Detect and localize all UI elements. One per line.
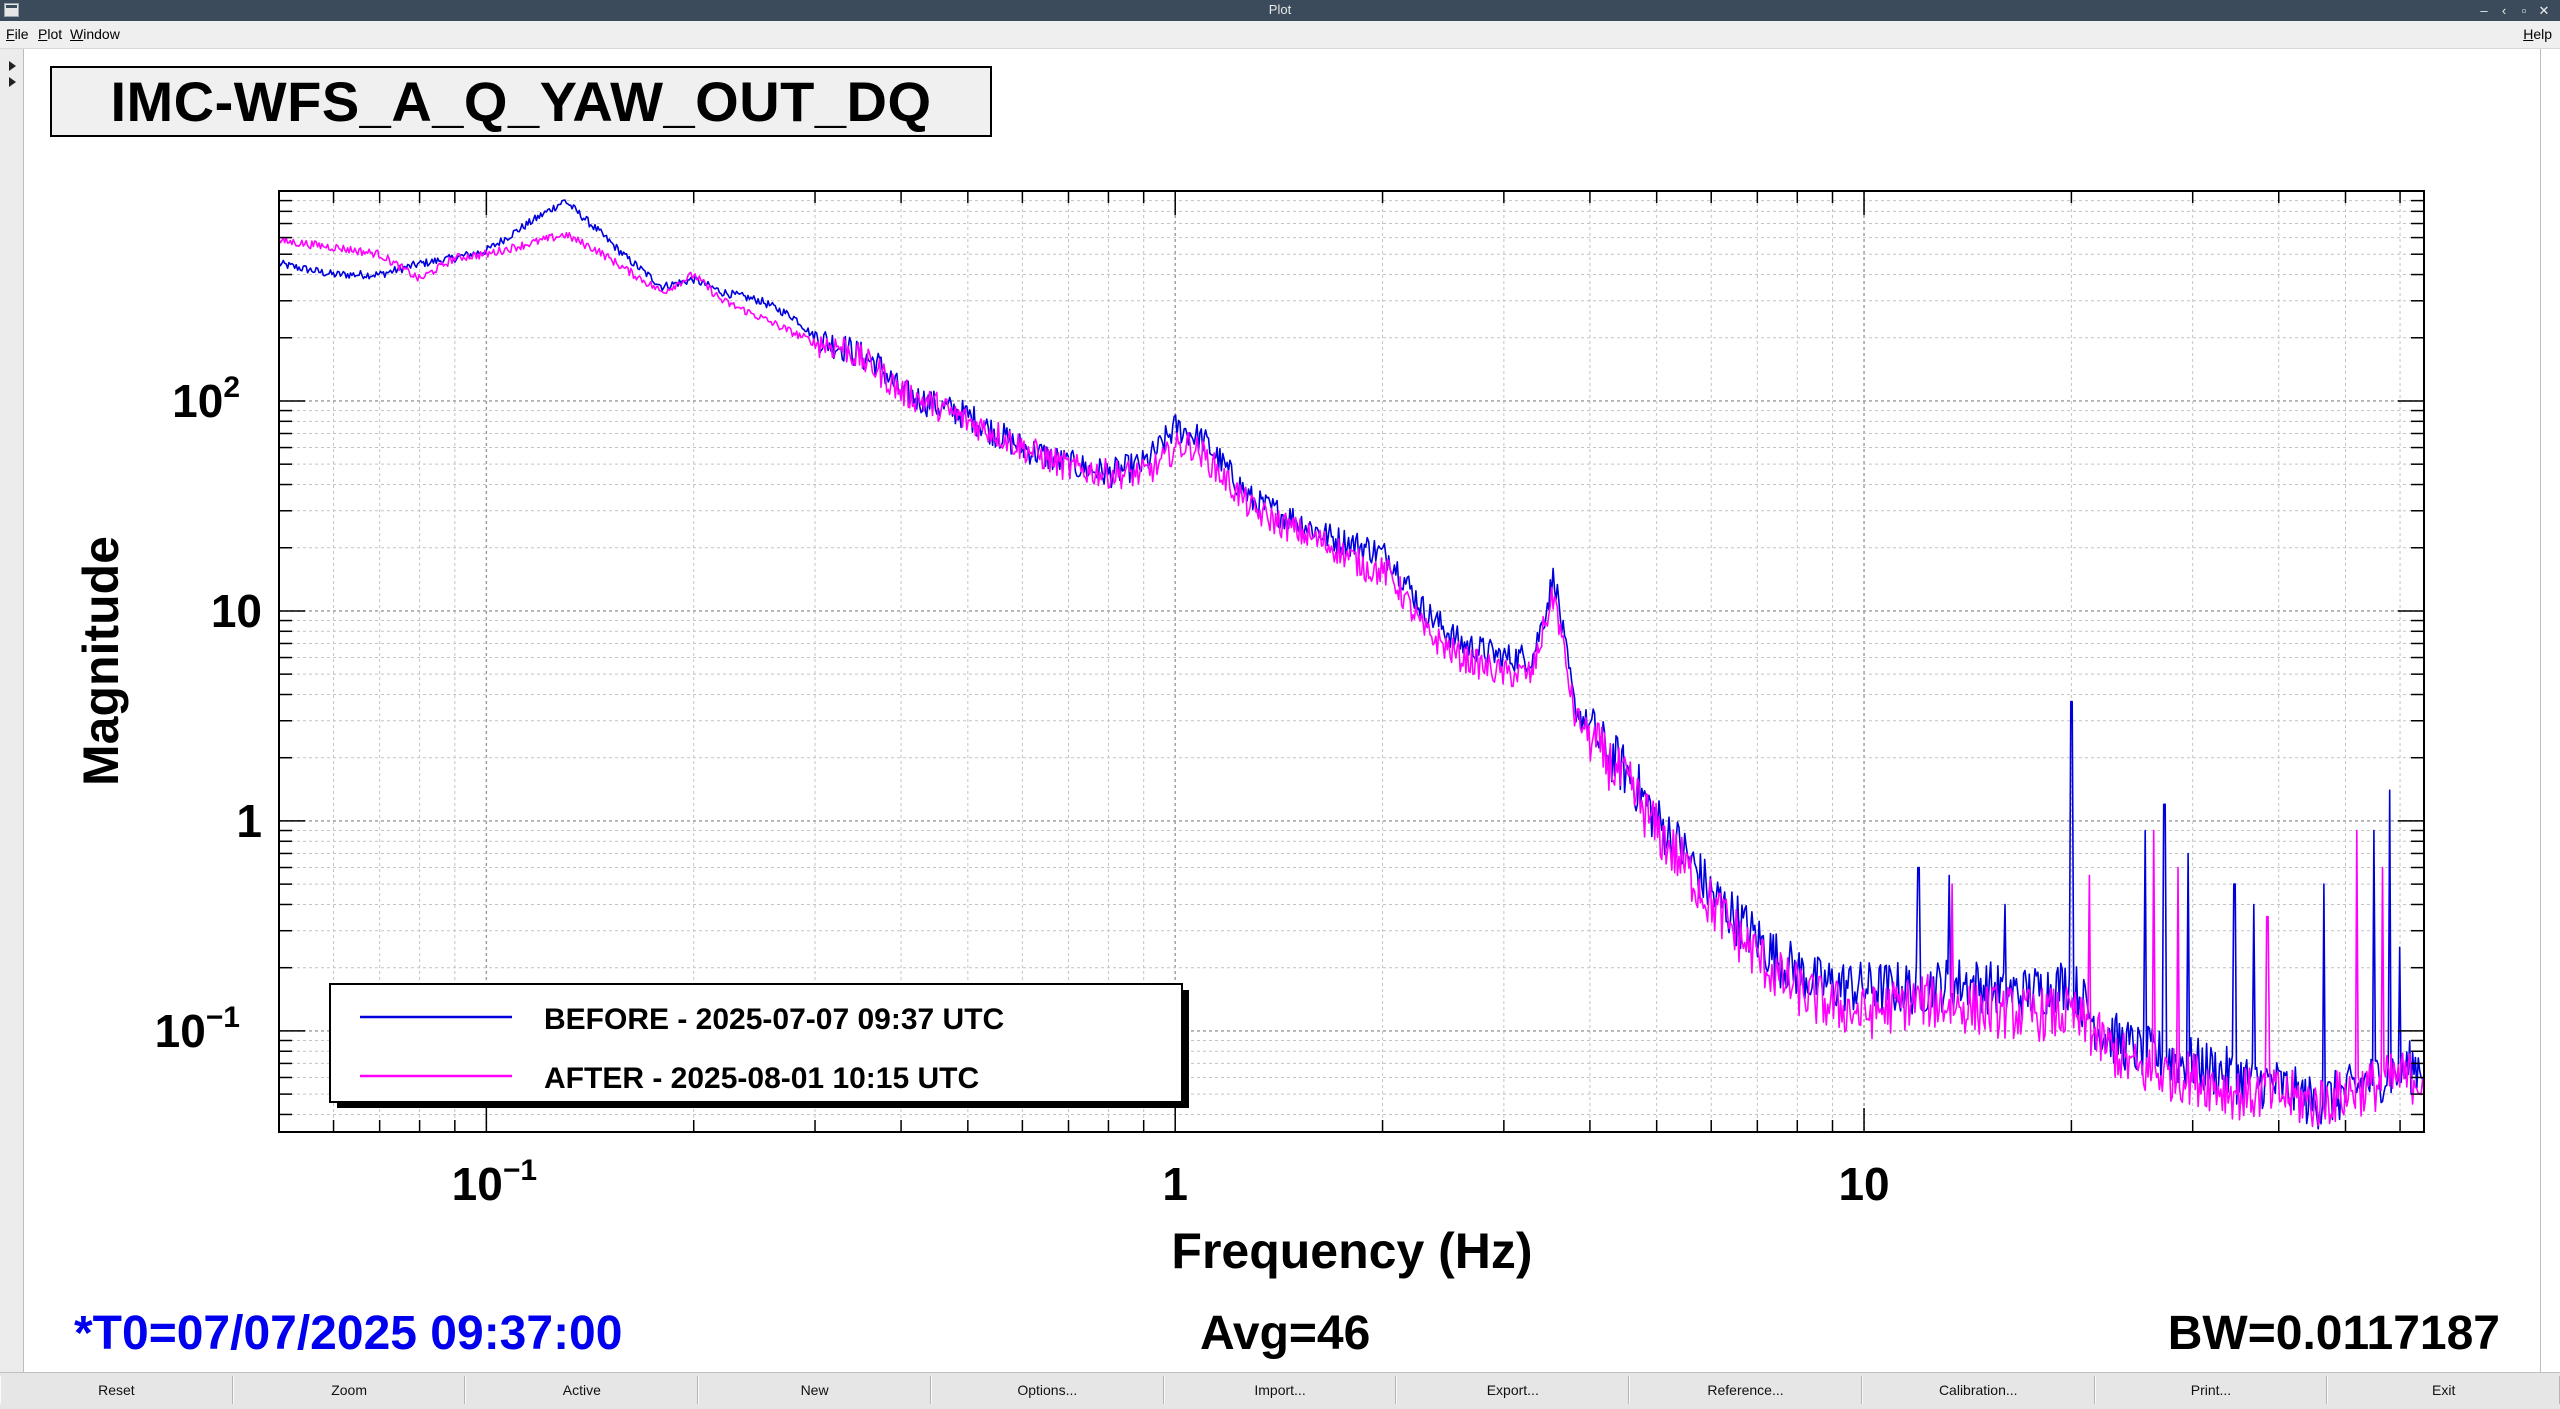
y-tick-label: 102 xyxy=(172,371,240,427)
app-window-icon xyxy=(4,3,19,17)
minimize-icon[interactable]: ‒ xyxy=(2480,3,2488,18)
ticks-layer xyxy=(278,191,2424,1132)
y-tick-labels: 102 10 1 10−1 xyxy=(155,371,262,1057)
reset-button[interactable]: Reset xyxy=(0,1376,233,1404)
spectrum-chart[interactable]: 10−1 1 10 102 10 1 10−1 Frequency (Hz) Magnit… xyxy=(0,0,2540,1372)
reference-button[interactable]: Reference... xyxy=(1629,1376,1862,1404)
y-axis-label: Magnitude xyxy=(73,536,129,786)
expand-panel-arrow-icon[interactable] xyxy=(9,61,16,71)
vertical-scrollbar[interactable] xyxy=(2540,49,2560,1372)
start-time-readout: *T0=07/07/2025 09:37:00 xyxy=(74,1307,623,1360)
side-panel-strip xyxy=(0,49,24,1372)
export-button[interactable]: Export... xyxy=(1396,1376,1630,1404)
series-layer xyxy=(278,199,2425,1130)
window-title: Plot xyxy=(1268,2,1292,17)
zoom-button[interactable]: Zoom xyxy=(232,1376,466,1404)
collapse-panel-arrow-icon[interactable] xyxy=(9,77,16,87)
menu-plot[interactable]: Plot xyxy=(38,26,63,42)
series-after-line xyxy=(278,231,2425,1128)
grid-layer xyxy=(278,191,2424,1132)
x-tick-labels: 10−1 1 10 xyxy=(452,1154,1890,1210)
menu-help[interactable]: Help xyxy=(2523,26,2552,42)
x-tick-label: 10 xyxy=(1838,1158,1889,1210)
close-icon[interactable]: ✕ xyxy=(2538,3,2550,18)
legend-label-before: BEFORE - 2025-07-07 09:37 UTC xyxy=(544,1003,1004,1036)
window-titlebar: Plot ‒ ‹ ▫ ✕ xyxy=(0,0,2560,21)
legend: BEFORE - 2025-07-07 09:37 UTC AFTER - 20… xyxy=(329,983,1189,1108)
menu-bar: File Plot Window Help xyxy=(0,21,2560,49)
bandwidth-readout: BW=0.0117187 xyxy=(2167,1307,2500,1360)
menu-window[interactable]: Window xyxy=(70,26,120,42)
new-button[interactable]: New xyxy=(698,1376,931,1404)
averages-readout: Avg=46 xyxy=(1200,1307,1371,1360)
import-button[interactable]: Import... xyxy=(1163,1376,1397,1404)
print-button[interactable]: Print... xyxy=(2094,1376,2328,1404)
menu-file[interactable]: File xyxy=(6,26,29,42)
y-tick-label: 10−1 xyxy=(155,1001,240,1057)
exit-button[interactable]: Exit xyxy=(2327,1376,2560,1404)
restore-icon[interactable]: ‹ xyxy=(2501,3,2507,18)
x-tick-label: 1 xyxy=(1162,1158,1188,1210)
options-button[interactable]: Options... xyxy=(930,1376,1164,1404)
calibration-button[interactable]: Calibration... xyxy=(1861,1376,2095,1404)
x-axis-label: Frequency (Hz) xyxy=(1171,1223,1532,1279)
maximize-icon[interactable]: ▫ xyxy=(2521,3,2527,18)
x-tick-label: 10−1 xyxy=(452,1154,537,1210)
y-tick-label: 1 xyxy=(236,795,262,847)
legend-label-after: AFTER - 2025-08-01 10:15 UTC xyxy=(544,1062,979,1095)
legend-box xyxy=(329,983,1183,1103)
active-button[interactable]: Active xyxy=(465,1376,699,1404)
y-tick-label: 10 xyxy=(211,585,262,637)
button-bar: Reset Zoom Active New Options... Import.… xyxy=(0,1372,2560,1409)
plot-title: IMC-WFS_A_Q_YAW_OUT_DQ xyxy=(50,66,992,137)
plot-frame xyxy=(278,190,2425,1133)
plot-area xyxy=(279,191,2424,1132)
window-controls: ‒ ‹ ▫ ✕ xyxy=(2474,0,2554,21)
